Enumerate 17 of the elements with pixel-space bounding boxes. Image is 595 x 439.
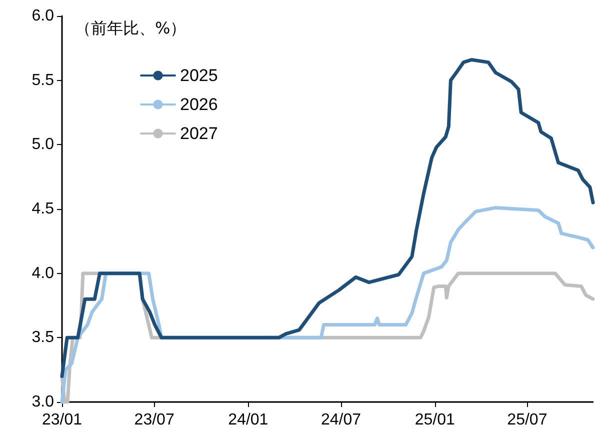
- legend-label: 2026: [180, 95, 218, 114]
- x-tick-label: 24/01: [228, 412, 268, 428]
- x-tick-label: 23/07: [134, 412, 174, 428]
- legend-label: 2027: [180, 124, 218, 143]
- y-tick-label: 4.5: [32, 200, 54, 218]
- x-tick-label: 25/07: [507, 412, 548, 428]
- x-tick-label: 23/01: [42, 412, 82, 428]
- x-tick-label: 24/07: [320, 412, 362, 428]
- y-tick-label: 3.5: [32, 329, 54, 346]
- y-tick-label: 5.0: [32, 136, 54, 154]
- annotation: （前年比、%）: [75, 18, 186, 38]
- legend-label: 2025: [180, 66, 218, 85]
- y-tick-label: 6.0: [32, 8, 54, 24]
- y-tick-label: 5.5: [32, 72, 54, 89]
- x-tick-label: 25/01: [414, 412, 455, 428]
- y-tick-label: 3.0: [32, 394, 54, 410]
- y-tick-label: 4.0: [32, 264, 54, 282]
